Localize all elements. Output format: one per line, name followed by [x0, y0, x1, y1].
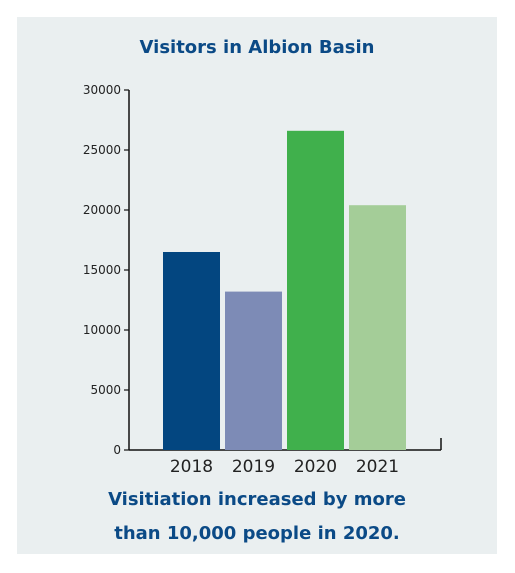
x-tick-label: 2021	[356, 457, 399, 477]
y-tick-label: 25000	[83, 143, 121, 157]
y-tick-label: 5000	[90, 383, 121, 397]
x-tick-label: 2020	[294, 457, 337, 477]
bar-2019	[225, 291, 282, 450]
x-tick-label: 2019	[232, 457, 275, 477]
y-tick-label: 0	[113, 443, 121, 457]
y-tick-label: 15000	[83, 263, 121, 277]
y-tick-label: 10000	[83, 323, 121, 337]
chart-caption: Visitiation increased by more than 10,00…	[17, 483, 497, 551]
chart-title: Visitors in Albion Basin	[139, 37, 375, 58]
x-tick-label: 2018	[170, 457, 213, 477]
chart-panel: Visitors in Albion Basin 0 5000 10000 15000…	[17, 17, 497, 554]
chart-labels: 2018 2019 2020 2021	[170, 457, 399, 477]
y-tick-label: 20000	[83, 203, 121, 217]
bar-2021	[349, 205, 406, 450]
chart-bars	[163, 130, 406, 451]
caption-line-2: than 10,000 people in 2020.	[114, 523, 400, 544]
bar-2020	[287, 130, 344, 451]
bar-2018	[163, 252, 220, 450]
caption-line-1: Visitiation increased by more	[108, 489, 406, 510]
chart-axes: 0 5000 10000 15000 20000 25000 30000	[83, 83, 442, 457]
y-tick-label: 30000	[83, 83, 121, 97]
